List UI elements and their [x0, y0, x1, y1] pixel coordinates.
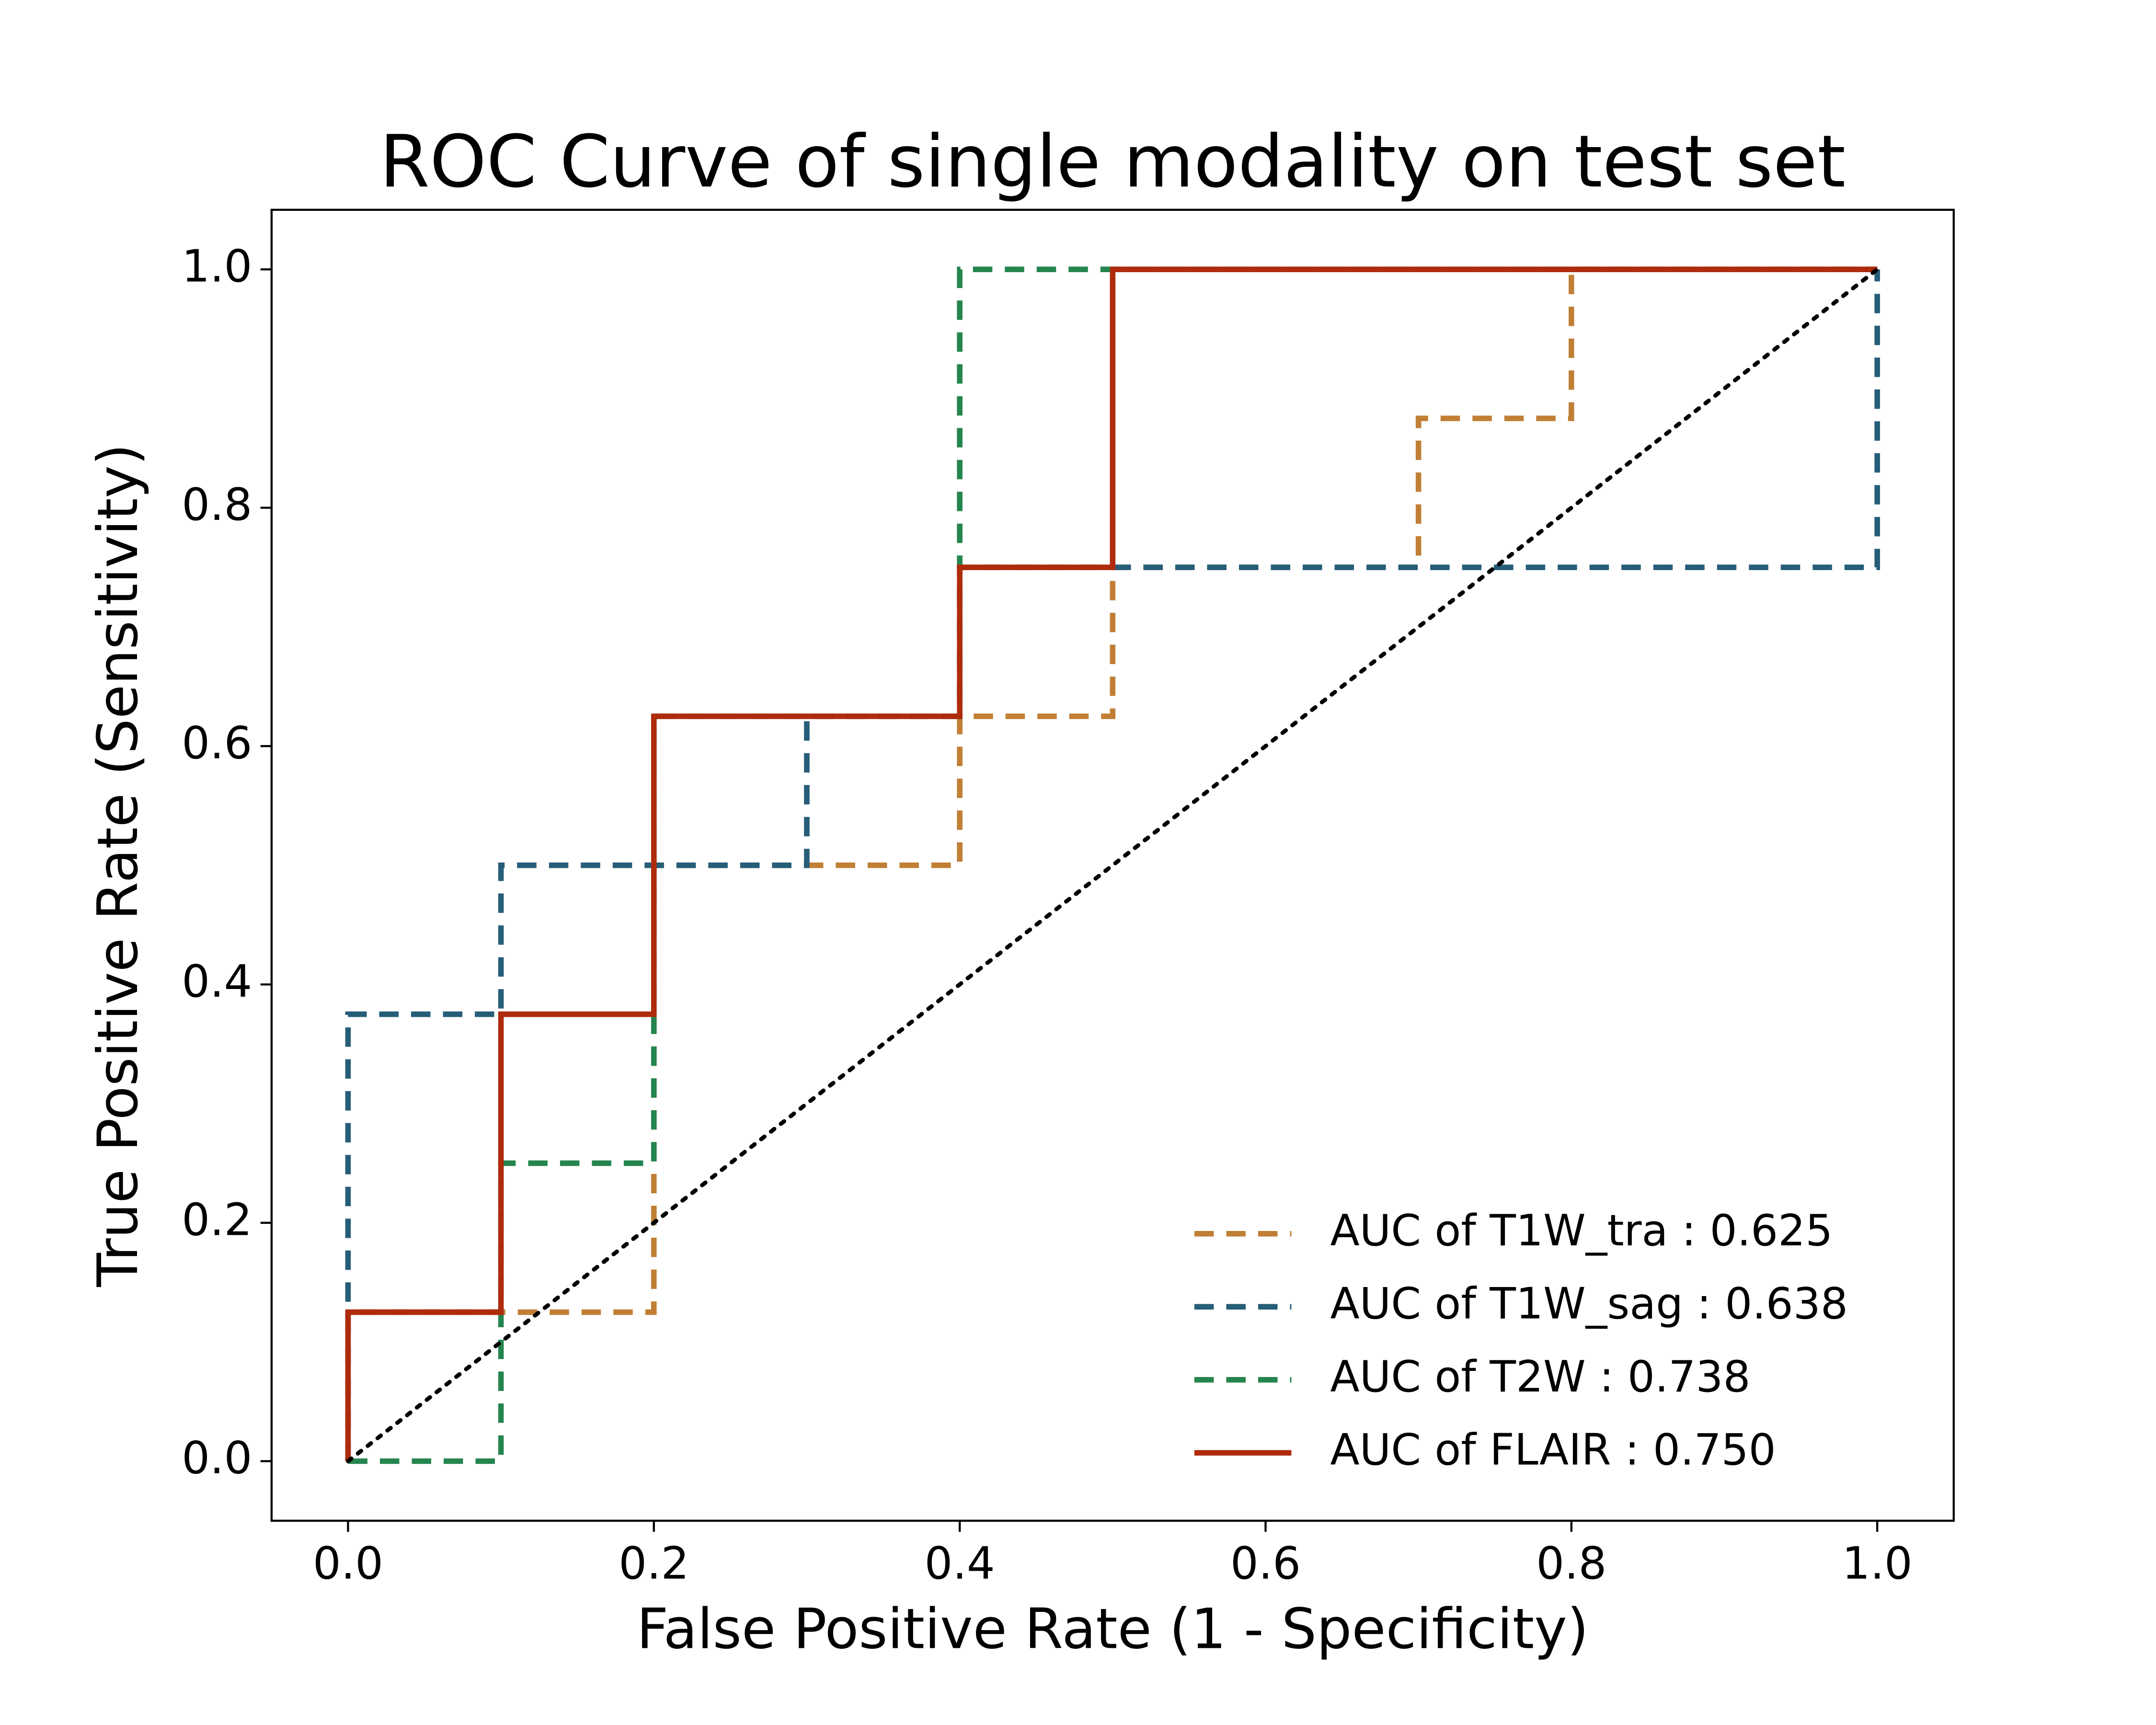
y-tick-label: 0.2 [182, 1194, 252, 1245]
chart-title: ROC Curve of single modality on test set [379, 120, 1846, 204]
legend-label: AUC of T1W_sag : 0.638 [1330, 1279, 1848, 1329]
chance-line [346, 267, 1880, 1463]
x-tick-label: 1.0 [1842, 1538, 1913, 1589]
y-axis-label: True Positive Rate (Sensitivity) [86, 444, 150, 1288]
legend-label: AUC of T2W : 0.738 [1330, 1352, 1750, 1402]
x-tick-label: 0.4 [925, 1538, 995, 1589]
x-tick-label: 0.6 [1230, 1538, 1301, 1589]
x-tick-label: 0.8 [1536, 1538, 1606, 1589]
legend-label: AUC of FLAIR : 0.750 [1330, 1425, 1776, 1475]
y-tick-label: 0.4 [182, 955, 252, 1007]
x-tick-label: 0.2 [619, 1538, 689, 1589]
legend-label: AUC of T1W_tra : 0.625 [1330, 1206, 1833, 1256]
y-tick-label: 1.0 [182, 241, 252, 292]
roc-line [345, 266, 1878, 1461]
roc-line [345, 269, 1880, 1461]
roc-line [348, 266, 1878, 1464]
plot-frame [270, 208, 1955, 1522]
x-tick-label: 0.0 [313, 1538, 383, 1589]
y-tick-label: 0.6 [182, 717, 252, 769]
roc-line [345, 266, 1878, 1461]
y-tick-label: 0.8 [182, 479, 252, 530]
x-axis-label: False Positive Rate (1 - Specificity) [637, 1598, 1589, 1662]
y-tick-label: 0.0 [182, 1432, 252, 1484]
